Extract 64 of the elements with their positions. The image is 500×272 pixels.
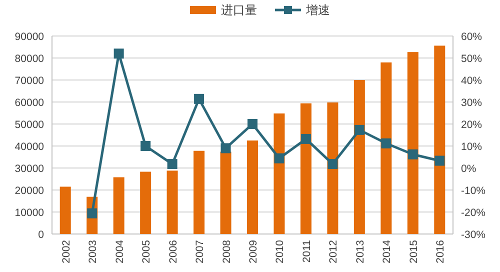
x-tick-label: 2009 [248,240,260,264]
bar [194,150,205,234]
y2-tick-label: 30% [461,97,482,109]
bar [434,46,446,234]
bar [220,152,232,234]
bar [140,172,152,234]
point [354,124,364,135]
y2-tick-label: -20% [461,207,486,219]
bar [300,103,312,234]
y-tick-label: 20000 [14,185,44,197]
legend-label: 进口量 [221,3,257,17]
y-tick-label: 70000 [14,75,44,87]
bar [247,140,258,234]
point [248,119,258,129]
y2-tick-label: -10% [461,185,486,197]
point [220,143,231,154]
point [140,141,151,151]
y2-tick-label: 60% [461,31,482,43]
x-tick-label: 2007 [194,240,206,264]
x-tick-label: 2014 [381,240,394,264]
y2-tick-label: 20% [461,119,482,131]
point [274,153,284,164]
point [328,159,338,170]
legend-label: 增速 [305,3,330,17]
x-tick-label: 2008 [220,240,233,264]
bar [354,80,365,234]
y-tick-label: 60000 [14,97,44,109]
y-tick-label: 90000 [14,31,44,43]
point [434,156,445,166]
y2-tick-label: 10% [461,141,482,153]
y-tick-label: 40000 [14,141,44,153]
bar [166,170,178,234]
y-tick-label: 80000 [14,53,44,65]
y-tick-label: 0 [38,229,44,241]
bar [327,102,338,234]
y2-tick-label: -30% [461,229,486,241]
x-tick-label: 2005 [140,240,153,264]
y-tick-label: 30000 [14,163,44,175]
x-tick-label: 2011 [300,240,313,263]
bar [380,62,392,234]
x-tick-label: 2015 [408,240,420,264]
bar [274,113,285,234]
x-tick-label: 2012 [328,240,340,264]
x-tick-label: 2006 [167,240,180,264]
point [381,138,392,148]
point [194,94,204,104]
point [408,149,418,160]
y2-tick-label: 40% [461,75,482,87]
y-tick-label: 10000 [14,207,44,219]
x-tick-label: 2002 [60,240,72,264]
point [167,159,178,170]
x-tick-label: 2003 [87,240,100,264]
y2-tick-label: 0% [461,163,476,175]
x-tick-label: 2016 [434,240,447,264]
bar [113,177,124,234]
x-tick-label: 2013 [354,240,366,264]
point [300,134,311,144]
x-tick-label: 2004 [114,240,126,264]
y2-tick-label: 50% [461,53,482,65]
bar [407,52,418,234]
point [114,48,124,59]
x-tick-label: 2010 [274,240,286,264]
bar [60,186,71,234]
y-tick-label: 50000 [14,119,44,131]
